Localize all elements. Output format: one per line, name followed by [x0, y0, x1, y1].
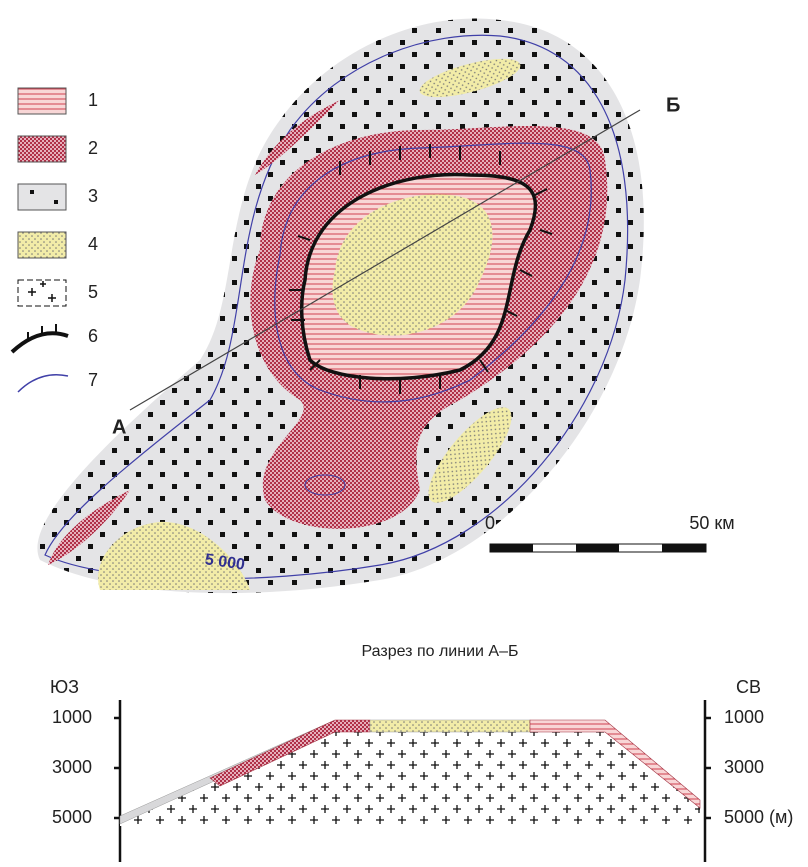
scale-label: 0 — [485, 513, 495, 533]
scale-label: 50 км — [689, 513, 734, 533]
legend: 1 2 3 4 5 6 7 — [12, 88, 98, 392]
legend-label: 7 — [88, 370, 98, 390]
section-title: Разрез по линии А–Б — [362, 643, 519, 660]
depth-tick: 3000 — [724, 757, 764, 777]
swatch — [18, 375, 68, 392]
depth-tick: 5000 — [52, 807, 92, 827]
legend-label: 4 — [88, 234, 98, 254]
map-label: А — [112, 416, 126, 438]
legend-label: 5 — [88, 282, 98, 302]
swatch — [18, 184, 66, 210]
swatch — [18, 88, 66, 114]
depth-tick: 1000 — [52, 707, 92, 727]
depth-tick: 5000 (м) — [724, 807, 793, 827]
swatch — [12, 333, 68, 352]
depth-tick: 1000 — [724, 707, 764, 727]
swatch — [18, 136, 66, 162]
legend-label: 3 — [88, 186, 98, 206]
legend-label: 6 — [88, 326, 98, 346]
direction-label: ЮЗ — [50, 677, 79, 697]
map-label: Б — [666, 94, 680, 116]
cross-section: Разрез по линии А–Б ЮЗ СВ 1000 3000 5000… — [50, 643, 793, 862]
legend-label: 1 — [88, 90, 98, 110]
geologic-figure: 1 2 3 4 5 6 7 А Б 5 000 0 50 км Разрез п… — [0, 0, 808, 862]
legend-label: 2 — [88, 138, 98, 158]
scale-bar: 0 50 км — [485, 513, 735, 552]
map: А Б 5 000 — [37, 18, 680, 593]
direction-label: СВ — [736, 677, 761, 697]
swatch — [18, 232, 66, 258]
depth-tick: 3000 — [52, 757, 92, 777]
